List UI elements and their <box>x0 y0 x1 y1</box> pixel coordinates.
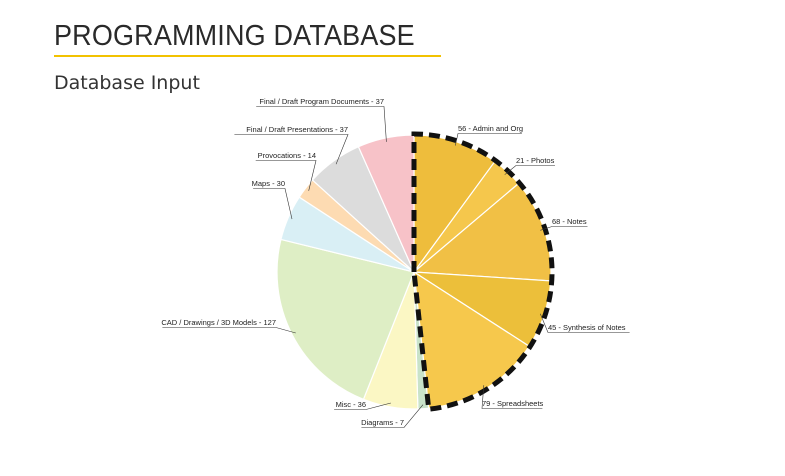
leader-line <box>361 404 424 428</box>
slice-label: Misc - 36 <box>336 400 366 409</box>
leader-line <box>540 313 630 333</box>
leader-line <box>162 327 296 334</box>
leader-line <box>256 106 387 142</box>
slice-label: 68 - Notes <box>552 217 587 226</box>
leader-line <box>255 160 317 191</box>
slice-label: Maps - 30 <box>252 179 285 188</box>
leader-line <box>253 188 293 220</box>
title-underline <box>54 55 441 57</box>
slice-label: Diagrams - 7 <box>361 418 404 427</box>
slice-label: 56 - Admin and Org <box>458 124 523 133</box>
pie-slice-cad-drawings-3d-models <box>276 238 415 401</box>
leader-line <box>504 165 555 175</box>
page-title: PROGRAMMING DATABASE <box>54 20 415 52</box>
slice-label: 79 - Spreadsheets <box>482 399 544 408</box>
pie-labels: 56 - Admin and Org 21 - Photos 68 - Notes 4… <box>161 97 630 428</box>
leader-line <box>334 402 391 410</box>
slice-label: Final / Draft Program Documents - 37 <box>259 97 384 106</box>
slice-label: Provocations - 14 <box>258 151 316 160</box>
slice-label: 21 - Photos <box>516 156 555 165</box>
slice-label: Final / Draft Presentations - 37 <box>246 125 348 134</box>
highlight-outline <box>411 131 555 412</box>
pie-slices <box>276 134 552 410</box>
leader-line <box>540 226 588 231</box>
leader-line <box>455 133 522 146</box>
leader-line <box>481 385 543 409</box>
leader-line <box>234 134 349 165</box>
slice-label: CAD / Drawings / 3D Models - 127 <box>161 318 276 327</box>
slice-label: 45 - Synthesis of Notes <box>548 323 626 332</box>
page-subtitle: Database Input <box>54 72 200 94</box>
